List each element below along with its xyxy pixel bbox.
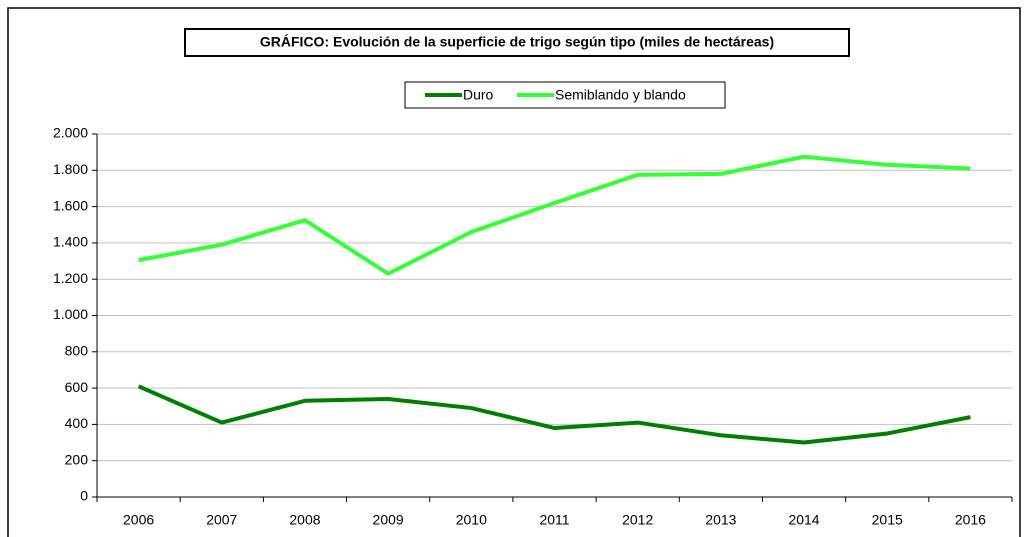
x-tick-label: 2011 — [539, 512, 569, 528]
y-tick-label: 200 — [65, 451, 89, 467]
legend-label: Duro — [463, 87, 494, 103]
data-line — [137, 384, 971, 445]
x-tick-label: 2009 — [373, 512, 404, 528]
y-tick-label: 2.000 — [53, 125, 88, 141]
legend-label: Semiblando y blando — [555, 87, 686, 103]
x-tick-label: 2007 — [206, 512, 237, 528]
y-tick-label: 1.600 — [53, 197, 88, 213]
x-tick-label: 2008 — [289, 512, 320, 528]
x-tick-label: 2013 — [705, 512, 736, 528]
x-tick-label: 2006 — [123, 512, 154, 528]
y-tick-label: 1.400 — [53, 234, 88, 250]
chart-title: GRÁFICO: Evolución de la superficie de t… — [260, 34, 774, 50]
y-tick-label: 0 — [80, 488, 88, 504]
y-tick-label: 600 — [65, 379, 89, 395]
x-tick-label: 2015 — [872, 512, 903, 528]
x-tick-label: 2014 — [788, 512, 819, 528]
y-tick-label: 400 — [65, 415, 89, 431]
x-tick-label: 2016 — [955, 512, 986, 528]
x-tick-label: 2012 — [622, 512, 653, 528]
x-tick-label: 2010 — [456, 512, 487, 528]
data-line — [138, 154, 971, 276]
y-tick-label: 800 — [65, 343, 89, 359]
y-tick-label: 1.200 — [53, 270, 88, 286]
title-box — [184, 28, 850, 57]
y-tick-label: 1.800 — [53, 161, 88, 177]
y-tick-label: 1.000 — [53, 306, 88, 322]
chart-frame — [7, 7, 1021, 537]
